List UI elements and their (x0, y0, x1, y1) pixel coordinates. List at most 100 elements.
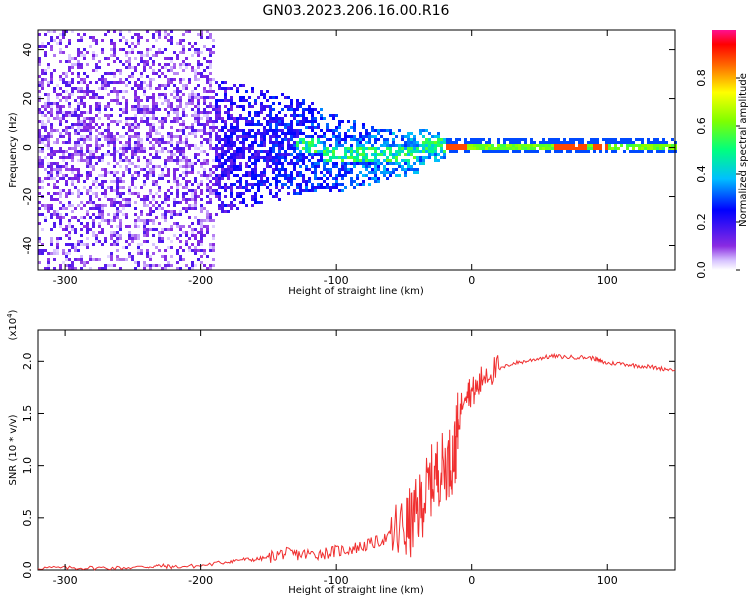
spectrogram-cell (245, 120, 248, 123)
spectrogram-cell (146, 204, 149, 207)
spectrogram-cell (158, 189, 161, 192)
spectrogram-cell (77, 114, 80, 117)
spectrogram-cell (134, 57, 137, 60)
spectrogram-cell (242, 105, 245, 108)
spectrogram-cell (191, 231, 194, 234)
spectrogram-cell (140, 147, 143, 150)
spectrogram-cell (56, 168, 59, 171)
spectrogram-cell (125, 216, 128, 219)
spectrogram-cell (413, 138, 416, 141)
spectrogram-cell (209, 189, 212, 192)
spectrogram-cell (71, 90, 74, 93)
spectrogram-cell (251, 174, 254, 177)
spectrogram-cell (281, 183, 284, 186)
spectrogram-cell (89, 108, 92, 111)
spectrogram-cell (455, 141, 458, 144)
spectrogram-cell (128, 135, 131, 138)
spectrogram-cell (245, 204, 248, 207)
spectrogram-cell (650, 141, 653, 144)
spectrogram-cell (191, 189, 194, 192)
spectrogram-cell (53, 210, 56, 213)
colorbar-tick-label: 0.2 (695, 213, 708, 231)
spectrogram-cell (44, 138, 47, 141)
spectrogram-cell (59, 150, 62, 153)
spectrogram-cell (644, 147, 647, 150)
spectrogram-cell (227, 87, 230, 90)
spectrogram-cell (194, 105, 197, 108)
spectrogram-cell (128, 45, 131, 48)
spectrogram-cell (224, 135, 227, 138)
spectrogram-cell (188, 81, 191, 84)
spectrogram-cell (251, 183, 254, 186)
spectrogram-cell (107, 30, 110, 33)
spectrogram-cell (209, 168, 212, 171)
spectrogram-cell (398, 153, 401, 156)
spectrogram-cell (194, 93, 197, 96)
spectrogram-cell (134, 225, 137, 228)
spectrogram-cell (248, 189, 251, 192)
spectrogram-cell (227, 141, 230, 144)
spectrogram-cell (101, 216, 104, 219)
spectrogram-cell (335, 180, 338, 183)
spectrogram-cell (137, 252, 140, 255)
spectrogram-cell (116, 213, 119, 216)
spectrogram-cell (221, 168, 224, 171)
spectrogram-cell (131, 237, 134, 240)
snr-x-ticks: -300 -200 -100 0 100 (53, 330, 618, 587)
spectrogram-cell (656, 138, 659, 141)
spectrogram-cell (266, 159, 269, 162)
spectrogram-cell (158, 126, 161, 129)
spectrogram-cell (254, 165, 257, 168)
spectrogram-cell (185, 66, 188, 69)
spectrogram-cell (428, 141, 431, 144)
spectrogram-cell (116, 123, 119, 126)
spectrogram-cell (227, 168, 230, 171)
spectrogram-cell (47, 165, 50, 168)
spectrogram-cell (113, 264, 116, 267)
spectrogram-cell (107, 129, 110, 132)
spectrogram-cell (212, 249, 215, 252)
spectrogram-cell (161, 84, 164, 87)
spectrogram-cell (149, 258, 152, 261)
spectrogram-cell (134, 153, 137, 156)
spectrogram-cell (167, 105, 170, 108)
spectrogram-cell (377, 177, 380, 180)
spectrogram-cell (347, 171, 350, 174)
spectrogram-cell (509, 147, 512, 150)
spectrogram-cell (86, 222, 89, 225)
spectrogram-cell (101, 231, 104, 234)
spectrogram-cell (38, 60, 41, 63)
spectrogram-cell (374, 174, 377, 177)
spectrogram-cell (302, 138, 305, 141)
spectrogram-cell (146, 240, 149, 243)
spectrogram-cell (161, 66, 164, 69)
spectrogram-cell (176, 105, 179, 108)
spectrogram-cell (257, 180, 260, 183)
spectrogram-cell (188, 30, 191, 33)
snr-frame (37, 329, 676, 571)
spectrogram-cell (293, 165, 296, 168)
spectrogram-cell (68, 102, 71, 105)
spectrogram-cell (251, 144, 254, 147)
spectrogram-cell (47, 117, 50, 120)
snr-y-tick-label: 1.5 (21, 405, 34, 423)
spectrogram-cell (284, 123, 287, 126)
spectrogram-cell (74, 216, 77, 219)
spectrogram-cell (68, 201, 71, 204)
spectrogram-cell (170, 138, 173, 141)
spectrogram-cell (389, 159, 392, 162)
spectrogram-cell (206, 216, 209, 219)
spectrogram-cell (125, 66, 128, 69)
spectrogram-cell (197, 153, 200, 156)
spectrogram-cell (77, 153, 80, 156)
spectrogram-cell (209, 216, 212, 219)
spectrogram-cell (92, 243, 95, 246)
spectrogram-cell (80, 153, 83, 156)
spectrogram-cell (359, 141, 362, 144)
spectrogram-cell (62, 36, 65, 39)
spectrogram-cell (206, 117, 209, 120)
spectrogram-cell (245, 99, 248, 102)
spectrogram-cell (323, 162, 326, 165)
spectrogram-cell (296, 186, 299, 189)
spectrogram-cell (128, 81, 131, 84)
